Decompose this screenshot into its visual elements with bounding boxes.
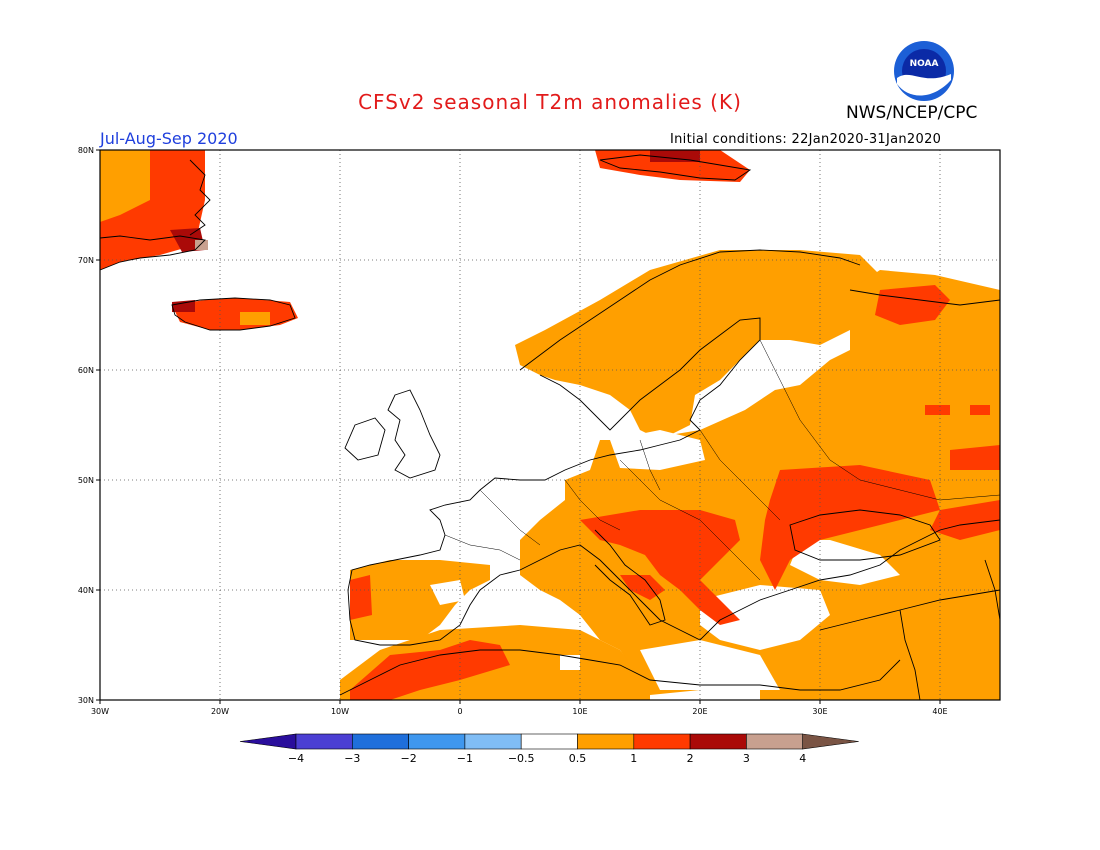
colorbar: −4 −3 −2 −1 −0.5 0.5 1 2 3 4 [239, 733, 859, 765]
colorbar-label: 2 [687, 752, 694, 765]
lat-label: 30N [78, 696, 94, 705]
colorbar-swatch [464, 733, 522, 750]
lat-label: 70N [78, 256, 94, 265]
colorbar-label: 3 [743, 752, 750, 765]
colorbar-label: 1 [630, 752, 637, 765]
lon-label: 20W [211, 707, 229, 716]
colorbar-label: −3 [344, 752, 360, 765]
lat-label: 40N [78, 586, 94, 595]
initial-conditions: Initial conditions: 22Jan2020-31Jan2020 [670, 132, 942, 147]
colorbar-label: −1 [457, 752, 473, 765]
lon-label: 0 [457, 707, 462, 716]
svg-text:NOAA: NOAA [910, 59, 939, 69]
lon-label: 30E [812, 707, 827, 716]
colorbar-swatch [408, 733, 466, 750]
colorbar-label: −0.5 [508, 752, 535, 765]
colorbar-swatch [295, 733, 353, 750]
country-borders [444, 339, 1001, 581]
colorbar-label: −4 [288, 752, 304, 765]
map-frame [99, 149, 1001, 701]
coastlines [99, 154, 1001, 701]
agency-label: NWS/NCEP/CPC [846, 103, 978, 123]
forecast-period: Jul-Aug-Sep 2020 [100, 129, 238, 148]
colorbar-high-arrow [802, 733, 859, 750]
colorbar-swatch [689, 733, 747, 750]
colorbar-swatch [633, 733, 691, 750]
colorbar-low-arrow [239, 733, 297, 750]
lat-label: 50N [78, 476, 94, 485]
lon-label: 10W [331, 707, 349, 716]
lon-label: 40E [932, 707, 947, 716]
lon-label: 10E [572, 707, 587, 716]
colorbar-swatch [351, 733, 409, 750]
latitude-labels: 30N 40N 50N 60N 70N 80N [78, 146, 100, 705]
colorbar-swatch [746, 733, 804, 750]
longitude-labels: 30W 20W 10W 0 10E 20E 30E 40E [91, 700, 948, 716]
anomaly-fields [100, 150, 1000, 700]
colorbar-swatch [520, 733, 578, 750]
lon-label: 20E [692, 707, 707, 716]
lat-label: 60N [78, 366, 94, 375]
colorbar-swatch [577, 733, 635, 750]
colorbar-label: 4 [799, 752, 806, 765]
colorbar-label: 0.5 [569, 752, 587, 765]
lat-label: 80N [78, 146, 94, 155]
lon-label: 30W [91, 707, 109, 716]
colorbar-label: −2 [400, 752, 416, 765]
map-title: CFSv2 seasonal T2m anomalies (K) [358, 90, 742, 114]
noaa-logo: NOAA [893, 40, 955, 102]
